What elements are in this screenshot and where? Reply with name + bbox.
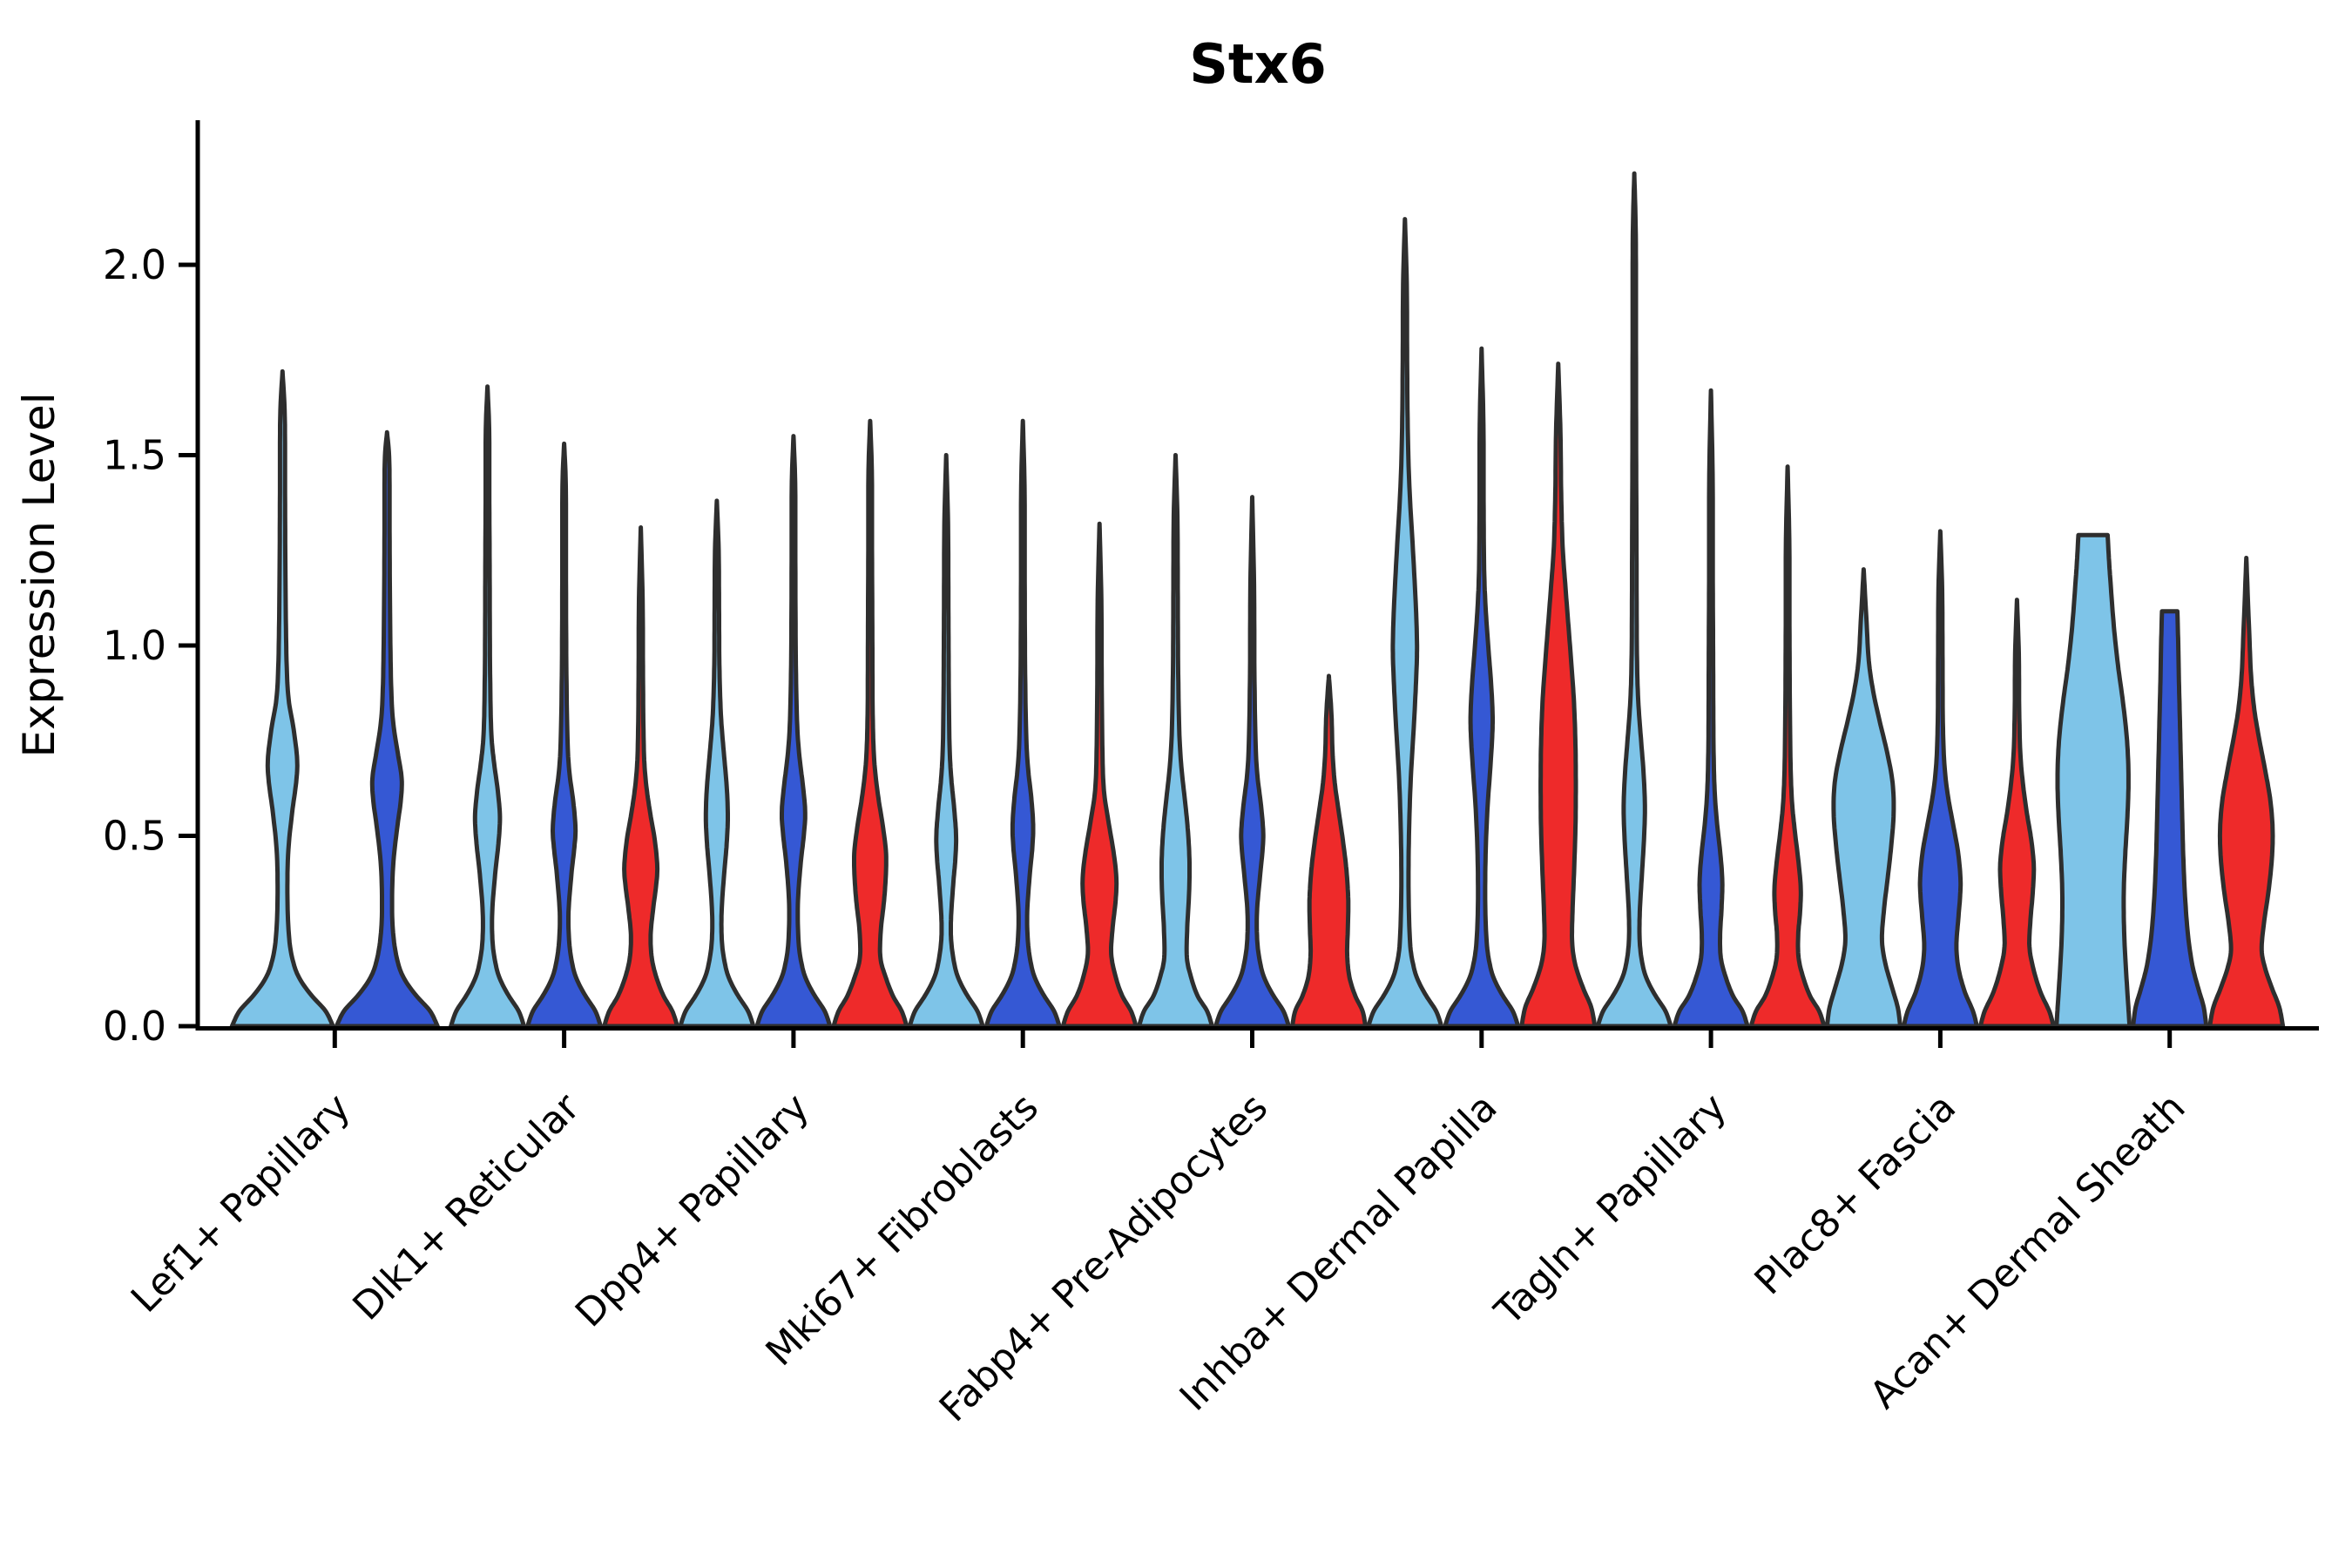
violin-dark_blue [2131, 609, 2209, 1029]
violin-light_blue [907, 453, 985, 1029]
violins-layer [229, 171, 2286, 1029]
violin-red [831, 418, 909, 1029]
violin-dark_blue [754, 434, 833, 1029]
violin-red [2207, 556, 2286, 1029]
violin-red [1748, 464, 1827, 1029]
y-tick-label: 2.0 [103, 241, 166, 288]
violin-dark_blue [1443, 346, 1521, 1029]
violin-dark_blue [1213, 495, 1291, 1029]
violin-light_blue [2054, 532, 2132, 1029]
y-axis-label: Expression Level [14, 392, 64, 757]
chart-title: Stx6 [1189, 32, 1326, 96]
violin-dark_blue [983, 418, 1062, 1029]
violin-red [1060, 521, 1139, 1029]
violin-light_blue [678, 498, 756, 1029]
y-tick-label: 0.0 [103, 1003, 166, 1050]
y-tick-label: 1.0 [103, 622, 166, 669]
y-tick-label: 0.5 [103, 813, 166, 860]
violin-light_blue [449, 384, 527, 1029]
violin-dark_blue [334, 429, 440, 1029]
violin-light_blue [1595, 171, 1673, 1029]
y-tick-label: 1.5 [103, 432, 166, 479]
violin-light_blue [1824, 567, 1903, 1029]
violin-light_blue [229, 368, 335, 1029]
violin-red [1290, 673, 1368, 1029]
violin-dark_blue [1672, 388, 1750, 1029]
violin-dark_blue [1901, 529, 1979, 1029]
violin-red [1977, 598, 2056, 1029]
violin-red [1519, 362, 1598, 1029]
violin-light_blue [1137, 453, 1214, 1029]
violin-red [602, 525, 680, 1029]
violin-light_blue [1366, 217, 1444, 1029]
violin-dark_blue [525, 441, 604, 1029]
